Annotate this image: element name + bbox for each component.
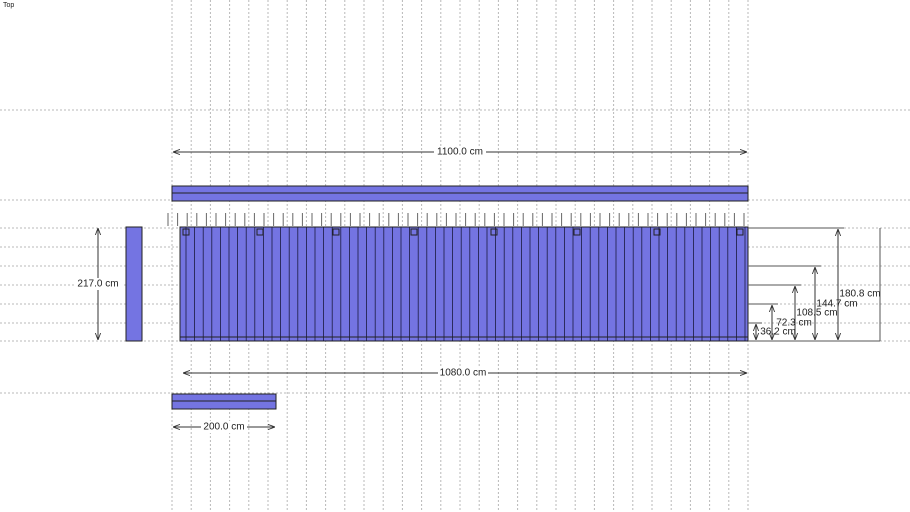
slats	[180, 227, 748, 341]
pickets	[167, 213, 745, 226]
dimension-label: 144.7 cm	[816, 299, 857, 310]
dimension-label: 36.2 cm	[760, 327, 796, 338]
label-bg	[434, 146, 486, 158]
label-bg	[76, 278, 122, 290]
side-post	[125, 226, 143, 342]
post	[653, 228, 661, 236]
dimension-label: 217.0 cm	[77, 279, 118, 290]
dimension-label: 180.8 cm	[839, 289, 880, 300]
view-label: Top	[3, 2, 14, 9]
dimension-label: 72.3 cm	[776, 318, 812, 329]
panel	[179, 226, 749, 342]
post	[410, 228, 418, 236]
post	[256, 228, 264, 236]
dimension-label: 1080.0 cm	[440, 368, 487, 379]
dimension-label: 108.5 cm	[796, 308, 837, 319]
post	[490, 228, 498, 236]
label-bg	[201, 421, 247, 433]
post	[573, 228, 581, 236]
post	[332, 228, 340, 236]
dimension-label: 200.0 cm	[203, 422, 244, 433]
post	[736, 228, 744, 236]
post	[182, 228, 190, 236]
label-bg	[438, 367, 488, 379]
dimension-label: 1100.0 cm	[437, 147, 483, 158]
